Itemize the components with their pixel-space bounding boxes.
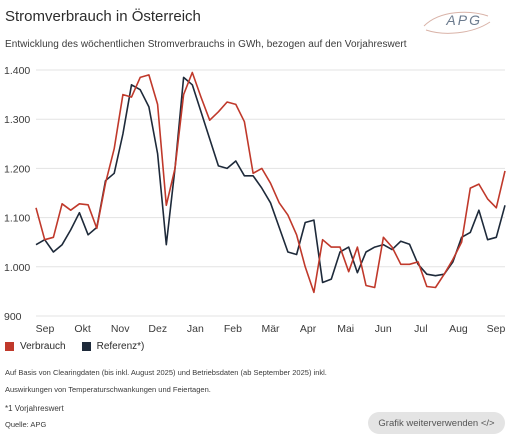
x-tick-label: Jun <box>375 323 392 335</box>
x-tick-label: Jul <box>414 323 427 335</box>
legend-swatch-verbrauch <box>5 342 14 351</box>
x-tick-label: Jan <box>187 323 204 335</box>
note-line-1: Auf Basis von Clearingdaten (bis inkl. A… <box>5 368 327 377</box>
footnote: *1 Vorjahreswert <box>5 404 64 413</box>
x-tick-label: Mai <box>337 323 354 335</box>
apg-logo-text: APG <box>446 12 482 28</box>
chart-legend: Verbrauch Referenz*) <box>5 341 144 352</box>
x-tick-label: Sep <box>36 323 55 335</box>
x-tick-label: Aug <box>449 323 468 335</box>
series-line-referenz <box>35 76 506 284</box>
note-line-2: Auswirkungen von Temperaturschwankungen … <box>5 385 211 394</box>
legend-label-referenz: Referenz*) <box>96 341 145 352</box>
x-tick-label: Nov <box>111 323 130 335</box>
line-chart: 900 1.000 1.100 1.200 1.300 1.400 Sep Okt Nov Dez… <box>4 65 506 335</box>
x-tick-label: Sep <box>487 323 506 335</box>
y-tick-label: 900 <box>4 311 22 323</box>
x-tick-label: Okt <box>74 323 90 335</box>
legend-swatch-referenz <box>81 342 91 351</box>
legend-label-verbrauch: Verbrauch <box>20 341 66 352</box>
chart-title: Stromverbrauch in Österreich <box>5 8 201 25</box>
x-tick-label: Apr <box>300 323 317 335</box>
apg-logo <box>423 11 491 34</box>
x-tick-label: Mär <box>261 323 280 335</box>
reuse-graphic-button[interactable]: Grafik weiterverwenden </> <box>368 412 505 434</box>
y-tick-label: 1.000 <box>4 262 30 274</box>
legend-item-referenz[interactable]: Referenz*) <box>81 341 145 352</box>
x-tick-label: Dez <box>148 323 167 335</box>
source-note: Quelle: APG <box>5 420 47 429</box>
x-tick-label: Feb <box>224 323 242 335</box>
series-line-verbrauch <box>35 71 506 294</box>
y-tick-label: 1.400 <box>4 65 30 77</box>
chart-subtitle: Entwicklung des wöchentlichen Stromverbr… <box>5 39 407 50</box>
y-tick-label: 1.200 <box>4 163 30 175</box>
legend-item-verbrauch[interactable]: Verbrauch <box>5 341 66 352</box>
y-tick-label: 1.300 <box>4 114 30 126</box>
y-tick-label: 1.100 <box>4 213 30 225</box>
